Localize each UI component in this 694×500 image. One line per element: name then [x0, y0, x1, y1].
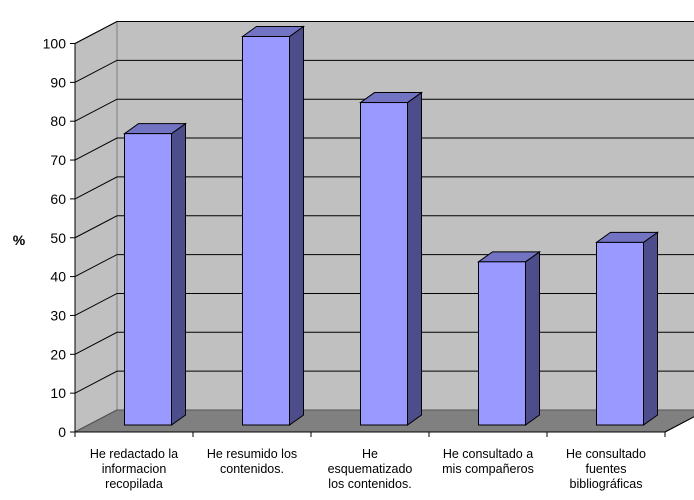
x-axis-depth-line	[664, 416, 694, 433]
bar-side	[407, 91, 422, 426]
bar-5	[594, 231, 660, 426]
y-tick-label: 80	[50, 113, 66, 129]
bar-front	[360, 102, 408, 426]
y-tick-labels: 0 10 20 30 40 50 60 70 80 90 100	[43, 36, 67, 441]
bar-side	[525, 250, 540, 426]
bar-3	[358, 91, 424, 426]
bar-front	[124, 133, 172, 426]
x-tick-label: He consultado fuentes bibliográficas	[566, 447, 646, 491]
gridline	[74, 215, 694, 239]
y-tick-label: 20	[50, 346, 66, 362]
gridline	[74, 176, 694, 200]
y-tick-label: 30	[50, 307, 66, 323]
y-tick-label: 90	[50, 74, 66, 90]
y-tick-label: 50	[50, 230, 66, 246]
bar-side	[171, 122, 186, 426]
bar-side	[289, 25, 304, 426]
y-tick-label: 70	[50, 152, 66, 168]
x-tick-label: He esquematizado los contenidos.	[328, 447, 413, 491]
y-tick-label: 10	[50, 385, 66, 401]
bar-2	[240, 25, 306, 426]
bar-front	[478, 261, 526, 426]
y-tick-label: 100	[43, 36, 67, 52]
axes	[70, 43, 694, 437]
bar-1	[122, 122, 188, 426]
gridline	[74, 137, 694, 161]
x-tick-label: He resumido los contenidos.	[207, 447, 297, 476]
gridline	[74, 21, 694, 44]
bars	[122, 25, 660, 426]
bar-side	[643, 231, 658, 426]
y-tick-label: 40	[50, 269, 66, 285]
y-axis-title: %	[13, 232, 26, 248]
gridline	[74, 98, 694, 122]
y-tick-label: 60	[50, 191, 66, 207]
gridline	[74, 59, 694, 83]
bar-4	[476, 250, 542, 426]
bar-front	[596, 241, 644, 426]
bar-front	[242, 36, 290, 426]
x-tick-labels: He redactado la informacion recopilada He r…	[90, 447, 646, 491]
x-tick-label: He redactado la informacion recopilada	[90, 447, 178, 491]
x-tick-label: He consultado a mis compañeros	[442, 447, 534, 476]
y-tick-label: 0	[58, 424, 66, 440]
